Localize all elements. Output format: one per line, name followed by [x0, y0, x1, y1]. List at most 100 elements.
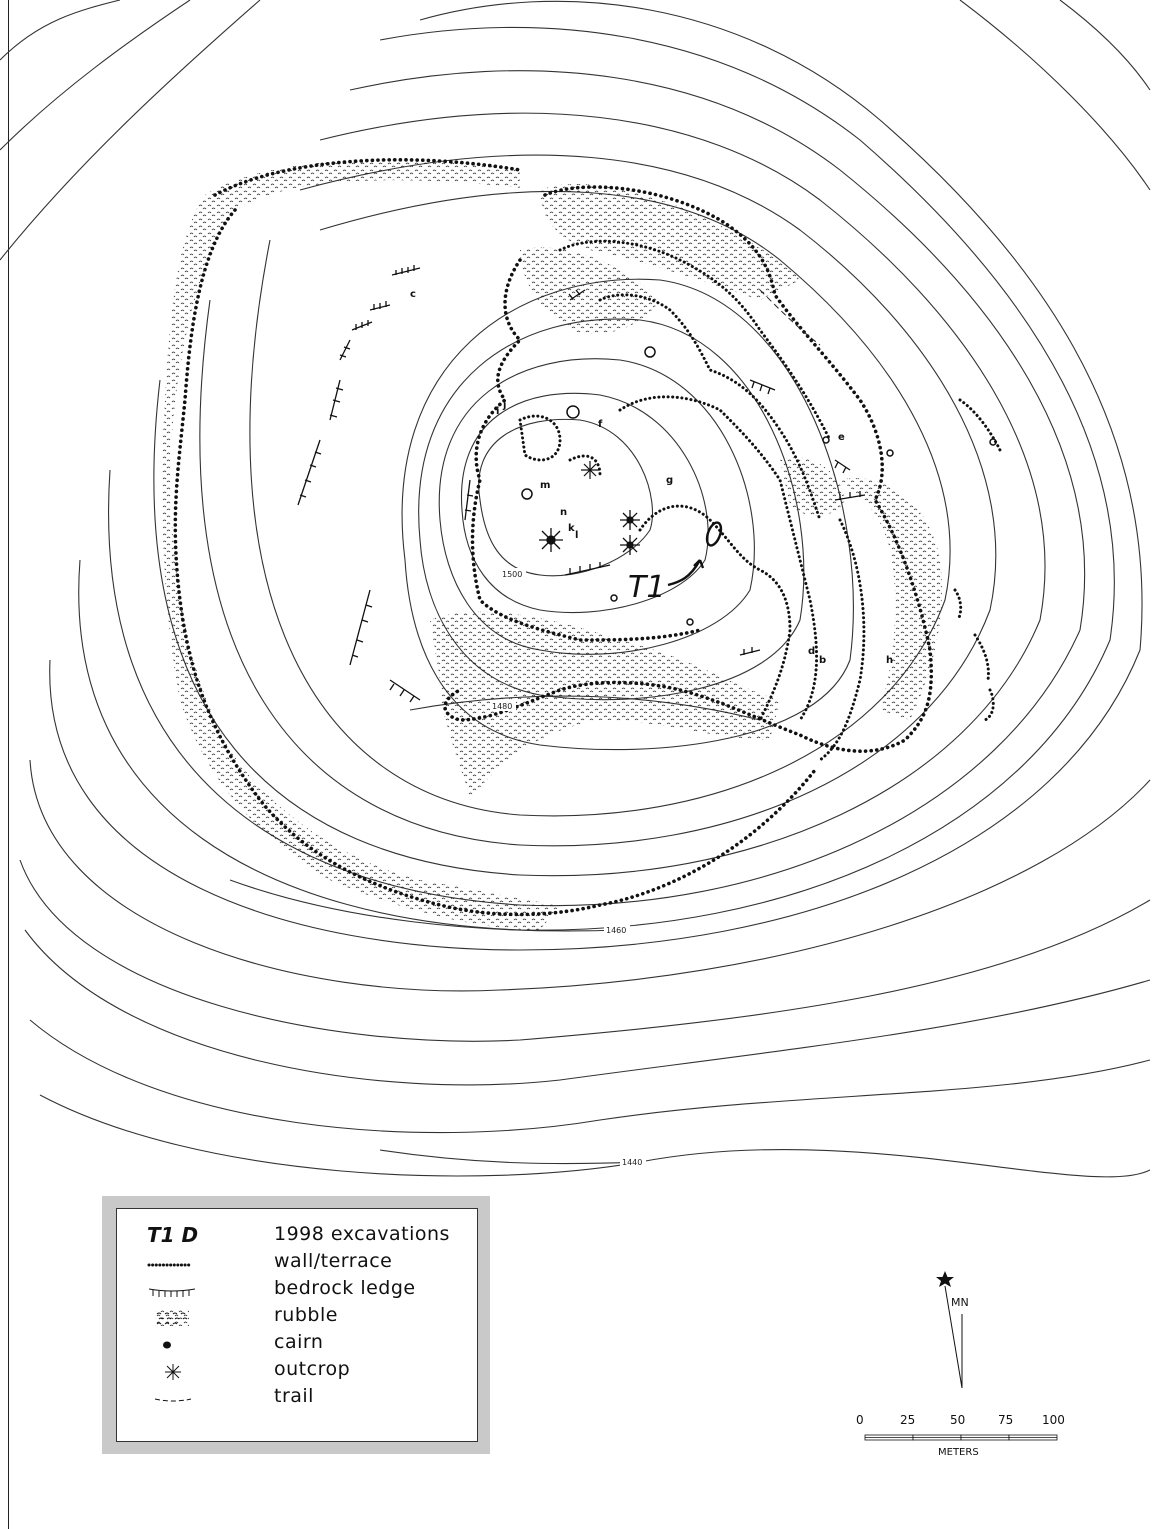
bedrock-ledge	[834, 491, 866, 501]
outcrop	[620, 510, 640, 530]
map-frame	[8, 0, 1161, 1529]
bedrock-ledge	[329, 379, 344, 421]
excavation-arrow	[667, 559, 705, 587]
rubble-area	[540, 184, 800, 300]
scale-tick-label: 75	[998, 1413, 1013, 1427]
outcrop-symbol	[165, 1364, 181, 1380]
outcrops	[539, 461, 640, 555]
site-letter: c	[410, 289, 416, 300]
site-letter: e	[838, 432, 845, 443]
scale-segments	[864, 1434, 1058, 1441]
site-letter: j	[502, 400, 506, 411]
legend-row-trail: trail	[117, 1385, 477, 1412]
legend-row-cairn: cairn	[117, 1331, 477, 1358]
contour-line	[199, 154, 997, 847]
elevation-label-1500: 1500	[502, 570, 522, 579]
inner-wall	[953, 588, 963, 622]
contour-line	[19, 859, 1151, 1042]
contour-line	[478, 418, 653, 577]
inner-wall	[958, 398, 1002, 452]
site-letter: h	[886, 655, 893, 666]
bedrock-ledge	[389, 679, 421, 703]
legend-label: wall/terrace	[274, 1250, 393, 1272]
feature-circle	[822, 436, 830, 444]
legend-row-bedrock-ledge: bedrock ledge	[117, 1277, 477, 1304]
elevation-label-1440: 1440	[622, 1158, 642, 1167]
elevation-label-1480: 1480	[492, 702, 512, 711]
feature-circle	[610, 594, 618, 602]
contour-line	[29, 1019, 1151, 1134]
inner-wall	[518, 414, 562, 462]
inner-wall	[618, 395, 819, 722]
excavation-symbol: T1 D	[147, 1223, 227, 1249]
bedrock-ledge	[739, 647, 761, 656]
rubble-symbol	[155, 1310, 189, 1326]
trail-symbol	[154, 1398, 192, 1402]
legend-label: 1998 excavations	[274, 1223, 450, 1245]
bedrock-ledge	[339, 339, 351, 361]
outer-wall	[173, 158, 817, 917]
inner-wall	[443, 185, 934, 753]
contour-line	[0, 0, 121, 61]
rubble-area	[162, 159, 560, 930]
contour-line	[78, 26, 1115, 931]
legend-label: bedrock ledge	[274, 1277, 416, 1299]
scale-tick-label: 0	[856, 1413, 864, 1427]
feature-circle	[521, 488, 533, 500]
legend-row-rubble: rubble	[117, 1304, 477, 1331]
legend-label: cairn	[274, 1331, 324, 1353]
excavation-unit	[705, 521, 723, 547]
legend-label: outcrop	[274, 1358, 351, 1380]
bedrock-ledge	[568, 289, 586, 301]
rubble-area	[430, 611, 780, 800]
bedrock-ledge	[349, 589, 373, 666]
cairn-symbol	[163, 1341, 171, 1349]
legend-label: rubble	[274, 1304, 338, 1326]
bedrock-ledge	[351, 320, 373, 331]
feature-circle	[644, 346, 656, 358]
trail	[759, 289, 821, 346]
inner-wall	[558, 239, 832, 442]
bedrock-ledge	[564, 562, 611, 576]
north-arrow: MN	[936, 1271, 969, 1389]
site-letter: k	[568, 523, 575, 534]
rubble-area	[520, 247, 660, 334]
contour-line	[49, 0, 1143, 951]
wall-terrace-symbol	[147, 1263, 191, 1267]
features	[521, 346, 997, 626]
true-north-line	[944, 1285, 963, 1389]
scale-tick-label: 50	[950, 1413, 965, 1427]
site-letter: l	[575, 530, 578, 541]
site-letter: m	[540, 480, 550, 491]
elevation-label-1460: 1460	[606, 926, 626, 935]
site-letters: c m n k l i j f g e d b h	[410, 289, 893, 666]
legend-row-wall-terrace: wall/terrace	[117, 1250, 477, 1277]
legend-row-excavations: T1 D 1998 excavations	[117, 1223, 477, 1250]
inner-wall	[598, 293, 822, 522]
star-icon	[936, 1271, 954, 1287]
excavation-label: T1	[628, 570, 665, 605]
legend-box: T1 D 1998 excavations wall/terrace bedro…	[116, 1208, 478, 1442]
excavation-t1: T1	[628, 521, 723, 605]
legend: T1 D 1998 excavations wall/terrace bedro…	[102, 1196, 490, 1454]
excavation-symbol-text: T1 D	[147, 1223, 199, 1247]
inner-wall	[568, 454, 602, 477]
bedrock-ledge	[297, 439, 322, 506]
contour-line-1460	[229, 879, 621, 932]
inner-wall	[638, 504, 792, 722]
contour-line	[153, 112, 1046, 877]
scale-tick-label: 100	[1042, 1413, 1065, 1427]
feature-circle	[989, 438, 997, 446]
contour-line-1440	[379, 1149, 641, 1165]
wall-terraces	[173, 158, 1002, 917]
bedrock-ledges	[297, 265, 866, 703]
legend-label: trail	[274, 1385, 314, 1407]
scale-unit-label: METERS	[938, 1447, 979, 1458]
contour-line	[0, 0, 191, 151]
bedrock-ledge	[391, 265, 421, 276]
contour-line	[29, 759, 1151, 992]
scale-tick-label: 25	[900, 1413, 915, 1427]
contour-line	[0, 0, 261, 261]
site-letter: d	[808, 646, 815, 657]
